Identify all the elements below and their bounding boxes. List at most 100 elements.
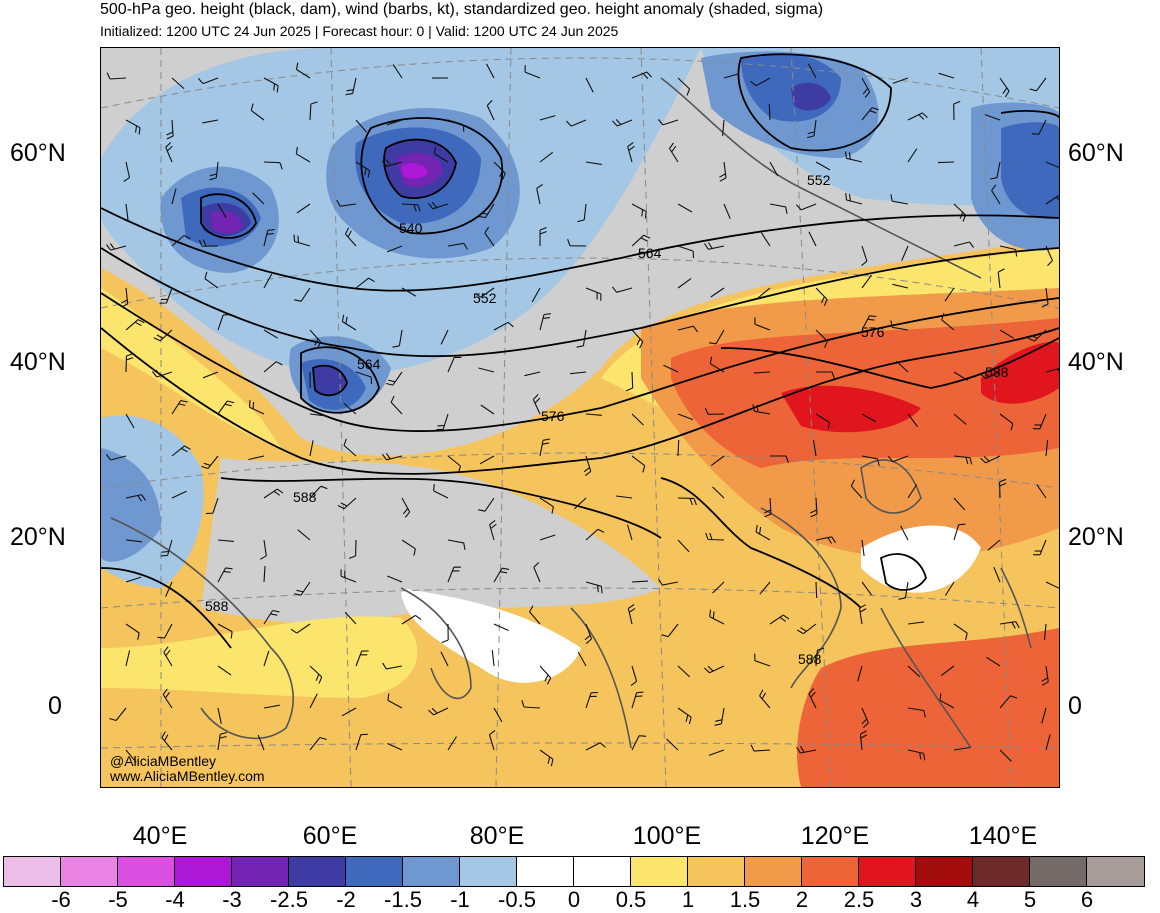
wind-barb <box>1045 161 1059 169</box>
wind-barb <box>796 746 817 754</box>
wind-barb <box>755 525 771 541</box>
wind-barb <box>769 203 788 214</box>
wind-barb <box>585 161 602 165</box>
wind-barb <box>198 239 219 247</box>
wind-barb <box>105 453 127 461</box>
wind-barb <box>295 62 311 79</box>
wind-barb <box>447 736 457 751</box>
wind-barb <box>631 203 647 219</box>
latitude-label-right: 20°N <box>1068 523 1124 551</box>
wind-barb <box>202 119 219 124</box>
wind-barb <box>263 488 284 499</box>
wind-barb <box>309 736 327 751</box>
wind-barb <box>341 707 357 717</box>
wind-barb <box>263 273 273 289</box>
wind-barb <box>478 497 495 512</box>
wind-barb <box>171 445 191 457</box>
wind-barb <box>808 63 817 79</box>
wind-barb <box>861 581 872 596</box>
wind-barb <box>584 623 593 645</box>
longitude-label: 60°E <box>302 822 358 850</box>
credit-handle: @AliciaMBentley <box>110 753 217 769</box>
wind-barb <box>1036 484 1047 499</box>
wind-barb <box>171 490 187 499</box>
wind-barb <box>626 371 634 392</box>
wind-barb <box>293 234 311 247</box>
wind-barb <box>861 455 880 466</box>
colorbar-label: -1.5 <box>384 887 422 912</box>
wind-barb <box>677 539 690 553</box>
wind-barb <box>125 494 146 502</box>
wind-barb <box>907 112 928 121</box>
wind-barb <box>723 73 740 79</box>
wind-barbs <box>105 62 1059 767</box>
wind-barb <box>1045 194 1059 205</box>
wind-barb <box>585 77 594 93</box>
wind-barb <box>845 193 863 205</box>
longitude-label: 120°E <box>800 822 870 850</box>
wind-barb <box>585 581 603 594</box>
wind-barb <box>488 729 496 751</box>
contour-label: 576 <box>861 324 885 340</box>
wind-barb <box>953 371 968 381</box>
wind-barb <box>484 226 495 247</box>
wind-barb <box>861 245 868 267</box>
wind-barb <box>999 329 1014 339</box>
colorbar-swatch <box>859 857 916 886</box>
wind-barb <box>708 749 725 756</box>
anomaly-yellow-band <box>101 248 1059 448</box>
wind-barb <box>677 413 694 421</box>
wind-barb <box>263 704 280 709</box>
wind-barb <box>677 665 691 678</box>
wind-barb <box>953 497 966 511</box>
wind-barb <box>844 151 863 163</box>
wind-barb <box>447 242 468 250</box>
colorbar-swatch <box>4 857 61 886</box>
wind-barb <box>631 413 644 426</box>
wind-barb <box>815 536 836 544</box>
wind-barb <box>162 688 173 709</box>
wind-barb <box>710 455 725 467</box>
wind-barb <box>1027 329 1047 342</box>
colorbar-swatch <box>61 857 118 886</box>
wind-barb <box>151 369 173 378</box>
wind-barb <box>290 623 311 634</box>
wind-barb <box>539 749 554 767</box>
wind-barb <box>1041 665 1049 686</box>
wind-barb <box>583 455 592 477</box>
colorbar-label: -0.5 <box>498 887 536 912</box>
wind-barb <box>1045 734 1051 751</box>
wind-barb <box>344 611 357 625</box>
wind-barb <box>493 161 506 180</box>
wind-barb <box>986 656 1001 667</box>
wind-barb <box>337 497 357 510</box>
wind-barb <box>861 107 879 121</box>
wind-barb <box>611 119 633 127</box>
wind-barb <box>401 287 417 297</box>
wind-barb <box>294 581 311 596</box>
colorbar-label: -1 <box>450 887 470 912</box>
wind-barb <box>428 707 449 716</box>
wind-barb <box>997 268 1005 289</box>
wind-barb <box>677 203 693 213</box>
colorbar-label: 6 <box>1080 887 1094 912</box>
wind-barb <box>940 665 955 677</box>
wind-barb <box>750 77 771 87</box>
anomaly-tropical-yellow <box>101 616 418 698</box>
latitude-label-left: 20°N <box>10 523 66 551</box>
coastlines <box>110 77 1032 749</box>
wind-barb <box>217 400 235 415</box>
anomaly-peak <box>401 163 428 179</box>
wind-barb <box>627 604 636 625</box>
wind-barb <box>532 394 541 415</box>
wind-barb <box>677 325 699 333</box>
wind-barb <box>355 161 371 178</box>
wind-barb <box>999 478 1007 499</box>
longitude-label: 140°E <box>968 822 1038 850</box>
wind-barb <box>309 665 323 684</box>
wind-barb <box>861 315 877 331</box>
wind-barb <box>857 665 863 682</box>
map-panel[interactable]: 540 552 552 564 564 576 576 588 588 588 … <box>100 47 1060 788</box>
wind-barb <box>907 749 926 761</box>
wind-barb <box>125 539 142 543</box>
